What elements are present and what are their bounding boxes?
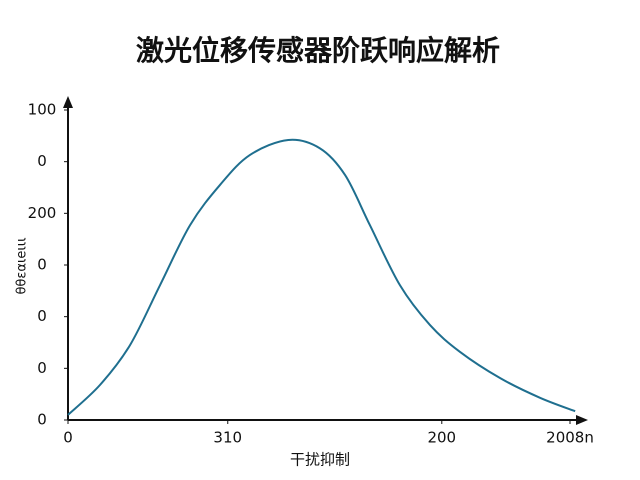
- y-tick-label: 100: [28, 101, 57, 119]
- x-tick-label: 2008n: [546, 429, 594, 447]
- y-tick-label: 0: [37, 411, 47, 429]
- chart-title: 激光位移传感器阶跃响应解析: [136, 34, 500, 67]
- x-tick-label: 200: [427, 429, 456, 447]
- x-axis-arrow: [576, 415, 588, 425]
- x-axis-label: 干扰抑制: [290, 451, 350, 469]
- y-tick-label: 0: [37, 359, 47, 377]
- y-tick-label: 0: [37, 152, 47, 170]
- y-tick-label: 0: [37, 256, 47, 274]
- line-series: [67, 138, 576, 416]
- y-tick-label: 0: [37, 307, 47, 325]
- x-tick-label: 0: [63, 429, 73, 447]
- y-axis-label: θθεαιeιιι: [15, 237, 30, 294]
- y-tick-label: 200: [28, 204, 57, 222]
- x-tick-label: 310: [213, 429, 242, 447]
- y-axis-arrow: [63, 96, 73, 108]
